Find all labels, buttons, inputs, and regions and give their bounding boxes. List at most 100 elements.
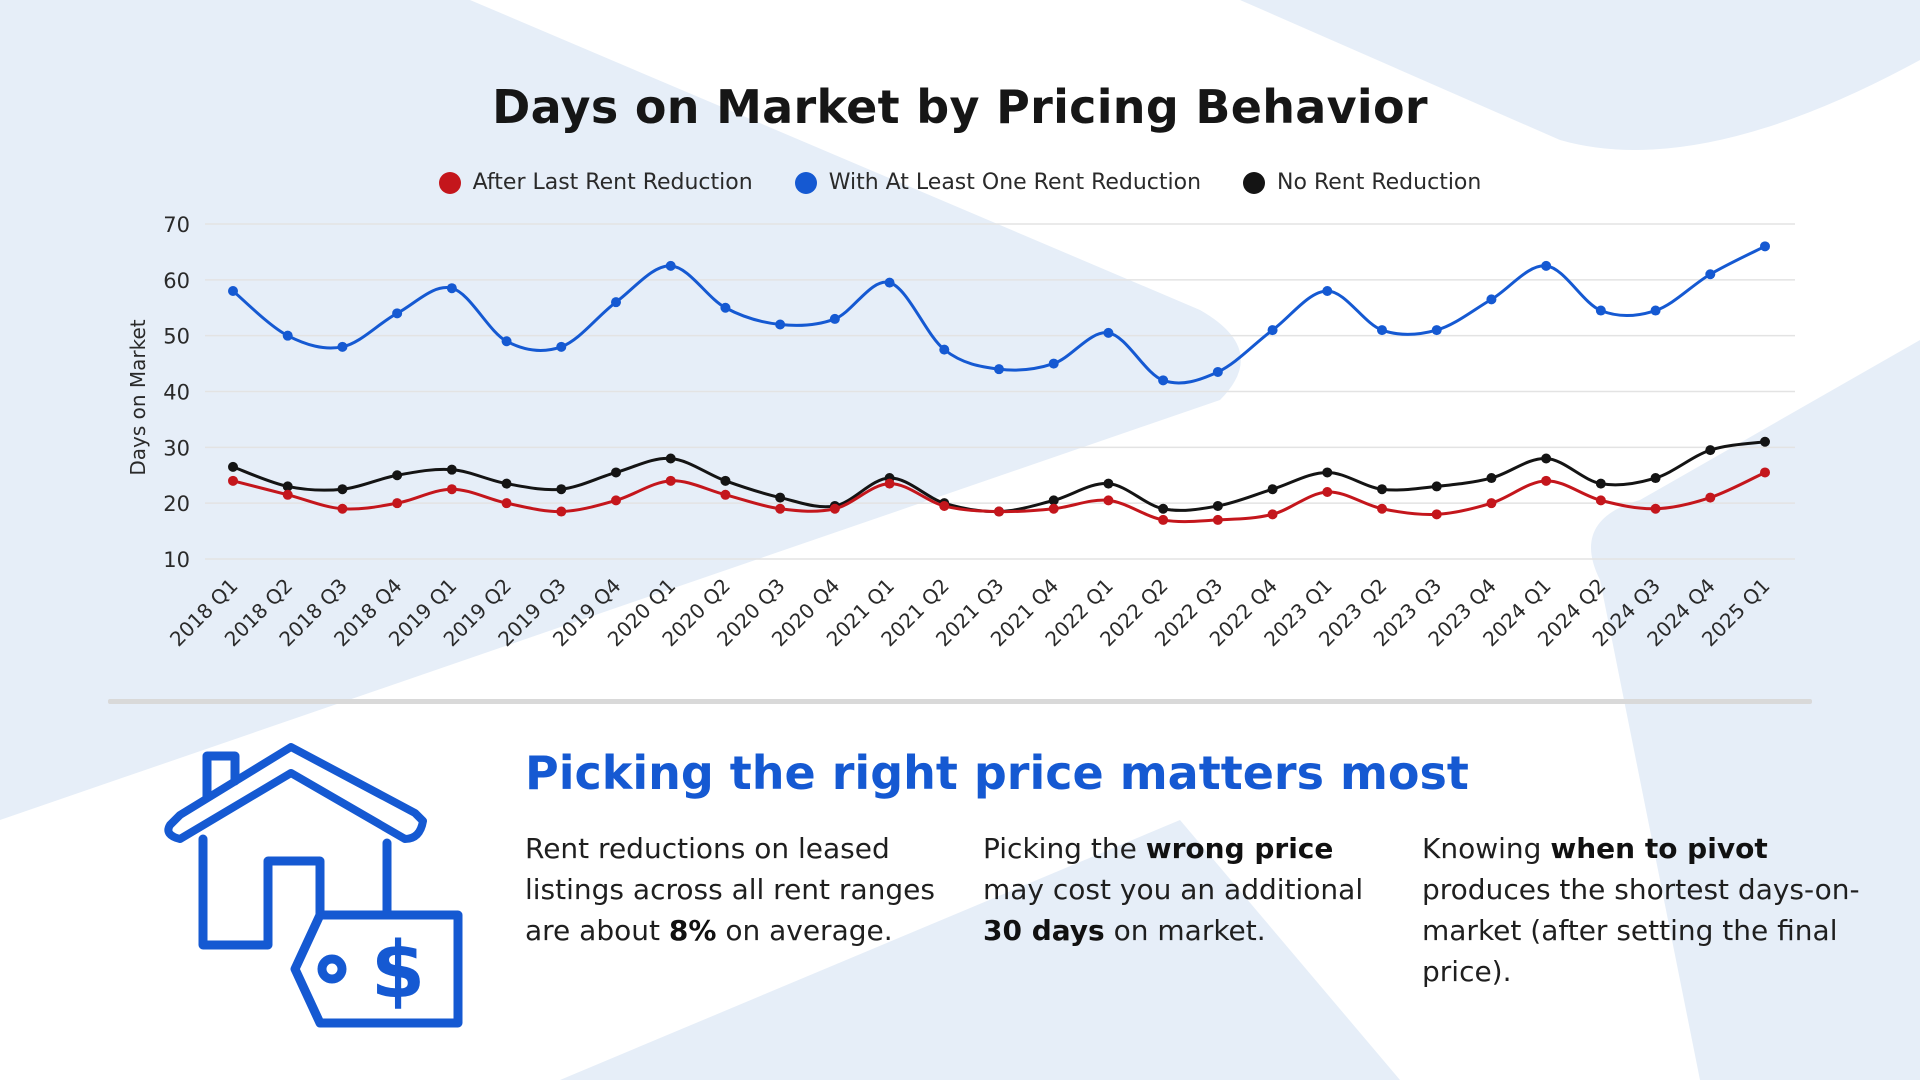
data-point-2 xyxy=(501,478,512,489)
data-point-0 xyxy=(884,478,895,489)
data-point-0 xyxy=(1103,495,1114,506)
section-divider xyxy=(108,699,1812,704)
data-point-2 xyxy=(392,470,403,481)
data-point-0 xyxy=(775,503,786,514)
data-point-0 xyxy=(446,484,457,495)
data-point-0 xyxy=(1595,495,1606,506)
chart-title: Days on Market by Pricing Behavior xyxy=(492,80,1428,134)
bg-shape-left xyxy=(0,0,1241,820)
data-point-0 xyxy=(1650,503,1661,514)
data-point-0 xyxy=(228,475,238,486)
y-tick-label: 10 xyxy=(163,548,190,572)
data-point-1 xyxy=(829,313,840,324)
data-point-0 xyxy=(1486,498,1497,509)
data-point-1 xyxy=(1760,241,1770,252)
data-point-0 xyxy=(282,489,293,500)
y-tick-label: 60 xyxy=(163,269,190,293)
data-point-1 xyxy=(884,277,895,288)
data-point-2 xyxy=(1267,484,1278,495)
data-point-2 xyxy=(1595,478,1606,489)
data-point-1 xyxy=(1322,286,1333,296)
data-point-2 xyxy=(1760,436,1770,447)
data-point-1 xyxy=(1158,375,1169,386)
data-point-0 xyxy=(1431,509,1442,520)
legend-item-no-reduction: No Rent Reduction xyxy=(1243,170,1481,195)
data-point-2 xyxy=(665,453,676,464)
data-point-1 xyxy=(939,344,950,355)
data-point-1 xyxy=(282,330,293,341)
data-point-0 xyxy=(1212,514,1223,525)
svg-text:$: $ xyxy=(371,926,425,1016)
data-point-2 xyxy=(1650,473,1661,484)
data-point-2 xyxy=(720,475,731,486)
data-point-1 xyxy=(665,260,676,271)
legend-label-after-last: After Last Rent Reduction xyxy=(472,170,753,195)
house-price-tag-icon: $ xyxy=(164,743,463,1028)
data-point-2 xyxy=(1431,481,1442,492)
data-point-2 xyxy=(1048,495,1059,506)
data-point-2 xyxy=(556,484,567,495)
bg-shape-bottom xyxy=(560,820,1400,1080)
data-point-0 xyxy=(1760,467,1770,478)
data-point-1 xyxy=(392,308,403,319)
data-point-1 xyxy=(775,319,786,330)
data-point-0 xyxy=(1158,514,1169,525)
data-point-1 xyxy=(1486,294,1497,305)
data-point-0 xyxy=(1322,487,1333,497)
data-point-0 xyxy=(829,503,840,514)
data-point-2 xyxy=(337,484,348,495)
legend-label-at-least-one: With At Least One Rent Reduction xyxy=(828,170,1202,195)
legend-item-at-least-one: With At Least One Rent Reduction xyxy=(794,170,1202,195)
data-point-0 xyxy=(556,506,567,517)
y-tick-label: 20 xyxy=(163,492,190,516)
legend-dot-black xyxy=(1243,171,1266,194)
data-point-2 xyxy=(1103,478,1114,489)
data-point-0 xyxy=(611,495,621,506)
data-point-1 xyxy=(501,336,512,347)
data-point-0 xyxy=(501,498,512,509)
data-point-2 xyxy=(446,464,457,475)
data-point-2 xyxy=(1486,473,1497,484)
data-point-1 xyxy=(1431,325,1442,336)
bg-shape-top-right xyxy=(1240,0,1920,150)
data-point-2 xyxy=(228,461,238,472)
legend-label-no-reduction: No Rent Reduction xyxy=(1277,170,1482,195)
data-point-1 xyxy=(1267,325,1278,336)
data-point-2 xyxy=(1212,500,1223,511)
data-point-2 xyxy=(1322,467,1333,478)
data-point-1 xyxy=(1541,260,1552,271)
data-point-1 xyxy=(1377,325,1387,336)
data-point-2 xyxy=(282,481,293,492)
series-line-2 xyxy=(232,440,1766,514)
data-point-0 xyxy=(1267,509,1278,520)
data-point-2 xyxy=(1541,453,1552,464)
data-point-1 xyxy=(228,286,238,296)
data-point-2 xyxy=(1158,503,1169,514)
data-point-0 xyxy=(1377,503,1387,514)
data-point-1 xyxy=(1650,305,1661,316)
data-point-0 xyxy=(665,475,676,486)
data-point-0 xyxy=(939,500,950,511)
y-tick-label: 70 xyxy=(163,213,190,237)
text-column-1: Rent reductions on leased listings acros… xyxy=(525,832,935,947)
data-point-0 xyxy=(994,506,1004,517)
bg-shape-bottom-right xyxy=(1591,340,1920,1080)
data-point-0 xyxy=(1048,503,1059,514)
y-tick-label: 30 xyxy=(163,436,190,460)
series-line-1 xyxy=(232,244,1766,385)
data-point-1 xyxy=(1595,305,1606,316)
legend-dot-red xyxy=(438,171,461,194)
data-point-1 xyxy=(611,297,621,308)
data-point-2 xyxy=(1377,484,1387,495)
text-column-3: Knowing when to pivot produces the short… xyxy=(1422,832,1860,988)
legend-dot-blue xyxy=(794,171,817,194)
data-point-1 xyxy=(337,341,348,352)
headline: Picking the right price matters most xyxy=(525,746,1469,800)
data-point-0 xyxy=(392,498,403,509)
data-point-1 xyxy=(446,283,457,294)
data-point-1 xyxy=(1103,327,1114,338)
y-axis-label: Days on Market xyxy=(126,319,150,475)
text-column-2: Picking the wrong price may cost you an … xyxy=(983,832,1364,947)
